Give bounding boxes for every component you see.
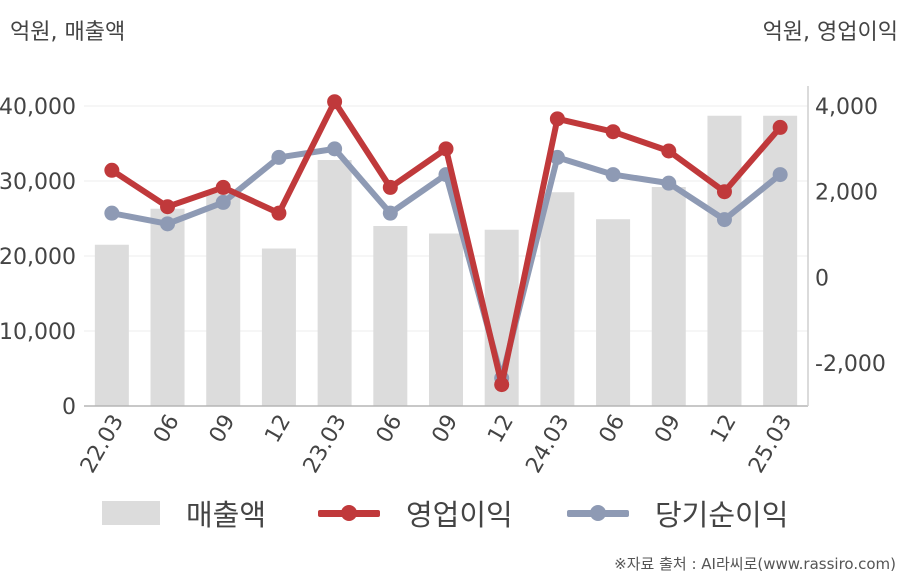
legend-swatch-net-income bbox=[567, 501, 629, 525]
axes bbox=[84, 86, 809, 407]
y-right-tick-label: 0 bbox=[815, 266, 829, 291]
right-axis-unit: 억원, 영업이익 bbox=[762, 20, 898, 45]
x-tick-label: 09 bbox=[428, 411, 464, 448]
y-right-tick-label: 2,000 bbox=[815, 181, 878, 206]
x-tick-label: 24.03 bbox=[521, 411, 574, 478]
x-tick-label: 09 bbox=[650, 411, 686, 448]
net-income-point bbox=[716, 212, 732, 228]
revenue-bar bbox=[707, 115, 742, 406]
x-tick-label: 09 bbox=[205, 411, 241, 448]
legend-label-revenue: 매출액 bbox=[186, 498, 267, 532]
x-tick-label: 06 bbox=[372, 411, 408, 448]
source-note: ※자료 출처 : AI라씨로(www.rassiro.com) bbox=[614, 555, 896, 573]
revenue-bar bbox=[429, 233, 463, 406]
y-left-tick-label: 20,000 bbox=[0, 245, 76, 270]
revenue-bar bbox=[206, 193, 241, 406]
net-income-point bbox=[605, 167, 621, 183]
net-income-point bbox=[271, 149, 287, 165]
operating-profit-point bbox=[215, 179, 231, 195]
revenue-bar bbox=[540, 192, 575, 406]
operating-profit-point bbox=[772, 119, 788, 135]
net-income-point bbox=[327, 141, 343, 157]
left-axis-unit: 억원, 매출액 bbox=[10, 20, 126, 45]
x-tick-label: 12 bbox=[706, 411, 742, 448]
right-y-tick-labels: -2,000 0 2,000 4,000 bbox=[815, 95, 886, 377]
legend-label-operating-profit: 영업이익 bbox=[406, 498, 513, 532]
x-tick-label: 22.03 bbox=[76, 411, 129, 478]
profit-lines bbox=[104, 94, 788, 393]
revenue-bar bbox=[763, 115, 798, 406]
net-income-point bbox=[104, 205, 120, 221]
operating-profit-point bbox=[494, 377, 510, 393]
revenue-bar bbox=[94, 244, 129, 406]
y-left-tick-label: 10,000 bbox=[0, 320, 76, 345]
revenue-bar bbox=[373, 226, 408, 406]
operating-profit-point bbox=[382, 179, 398, 195]
x-tick-labels: 22.03 06 09 12 23.03 06 09 12 24.03 06 09 12 25.03 bbox=[76, 411, 797, 478]
left-y-tick-labels: 0 10,000 20,000 30,000 40,000 bbox=[0, 95, 76, 420]
operating-profit-point bbox=[271, 205, 287, 221]
y-right-tick-label: 4,000 bbox=[815, 95, 878, 120]
legend: 매출액 영업이익 당기순이익 bbox=[0, 493, 908, 533]
legend-item-operating-profit[interactable]: 영업이익 bbox=[318, 493, 513, 533]
operating-profit-point bbox=[160, 199, 176, 215]
legend-label-net-income: 당기순이익 bbox=[655, 498, 789, 532]
revenue-bar bbox=[317, 160, 352, 406]
combo-chart: 0 10,000 20,000 30,000 40,000 -2,000 0 2,000 4,… bbox=[0, 86, 886, 478]
operating-profit-point bbox=[661, 143, 677, 159]
operating-profit-point bbox=[327, 94, 343, 110]
x-tick-label: 23.03 bbox=[299, 411, 352, 478]
revenue-bar bbox=[150, 208, 185, 406]
operating-profit-point bbox=[716, 184, 732, 200]
y-left-tick-label: 0 bbox=[62, 395, 76, 420]
revenue-bar bbox=[261, 248, 296, 406]
net-income-point bbox=[661, 175, 677, 191]
revenue-bar bbox=[596, 219, 631, 406]
net-income-point bbox=[215, 194, 231, 210]
x-tick-label: 25.03 bbox=[744, 411, 797, 478]
legend-item-net-income[interactable]: 당기순이익 bbox=[567, 493, 788, 533]
y-left-tick-label: 30,000 bbox=[0, 170, 76, 195]
operating-profit-point bbox=[605, 124, 621, 140]
operating-profit-point bbox=[549, 111, 565, 127]
net-income-point bbox=[382, 205, 398, 221]
x-tick-label: 12 bbox=[483, 411, 519, 448]
x-tick-label: 12 bbox=[260, 411, 296, 448]
revenue-bars bbox=[94, 115, 798, 406]
legend-swatch-operating-profit bbox=[318, 501, 380, 525]
net-income-point bbox=[549, 149, 565, 165]
operating-profit-point bbox=[438, 141, 454, 157]
revenue-bar bbox=[651, 187, 686, 406]
net-income-point bbox=[772, 167, 788, 183]
y-right-tick-label: -2,000 bbox=[815, 352, 886, 377]
legend-item-revenue[interactable]: 매출액 bbox=[102, 493, 266, 533]
x-tick-label: 06 bbox=[149, 411, 185, 448]
operating-profit-point bbox=[104, 162, 120, 178]
x-tick-label: 06 bbox=[595, 411, 631, 448]
net-income-point bbox=[160, 216, 176, 232]
legend-swatch-revenue bbox=[102, 501, 160, 525]
y-left-tick-label: 40,000 bbox=[0, 95, 76, 120]
